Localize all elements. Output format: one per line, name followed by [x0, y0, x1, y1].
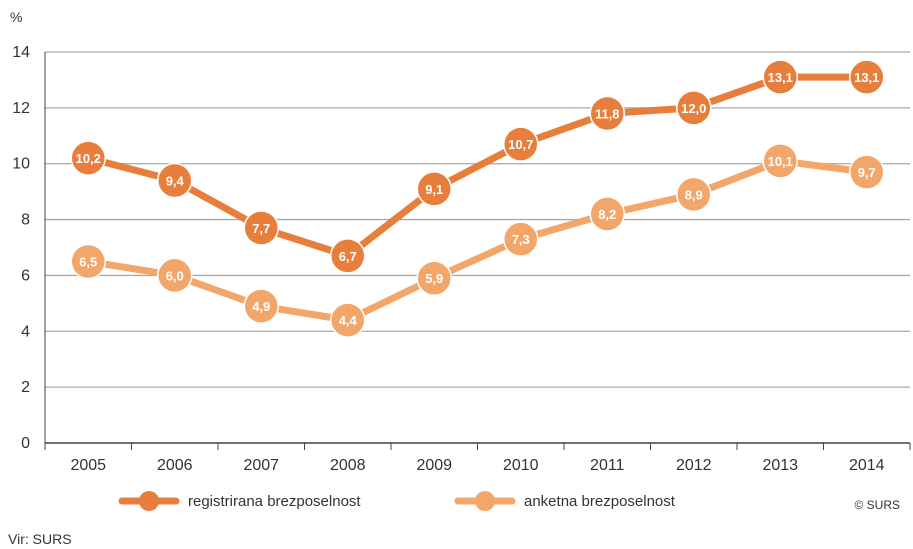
y-tick-label: 0	[21, 435, 30, 452]
legend: registrirana brezposelnost anketna brezpo…	[118, 491, 676, 511]
data-label: 9,1	[425, 182, 443, 197]
x-tick-label: 2008	[330, 457, 366, 474]
data-label: 12,0	[681, 101, 706, 116]
data-label: 9,7	[858, 165, 876, 180]
data-point	[416, 171, 452, 207]
data-label: 10,7	[508, 137, 533, 152]
data-point	[676, 90, 712, 126]
data-point	[849, 154, 885, 190]
x-axis: 2005 2006 2007 2008 2009 2010 2011 2012 2013 2014	[44, 443, 911, 474]
x-tick-label: 2011	[590, 457, 625, 474]
data-point	[157, 257, 193, 294]
data-point	[330, 238, 366, 274]
data-point	[849, 59, 885, 95]
data-label: 6,7	[339, 249, 357, 264]
data-label: 13,1	[854, 70, 879, 85]
data-point	[330, 302, 366, 338]
data-label: 10,2	[76, 151, 101, 166]
x-tick-label: 2007	[243, 457, 279, 474]
data-point	[503, 221, 539, 257]
data-label: 10,1	[768, 154, 793, 169]
data-label: 8,2	[598, 207, 616, 222]
x-tick-label: 2010	[503, 457, 539, 474]
data-point	[589, 95, 625, 132]
x-tick-label: 2005	[70, 457, 106, 474]
series-1: 6,5 6,0 4,9 4,4 5,9 7,3 8,2 8,9 10,1 9,7	[70, 143, 885, 338]
data-point	[416, 260, 452, 296]
legend-label: registrirana brezposelnost	[188, 493, 361, 510]
y-tick-label: 12	[12, 100, 30, 117]
data-label: 6,0	[166, 268, 184, 283]
legend-label: anketna brezposelnost	[524, 493, 676, 510]
series-0: 10,2 9,4 7,7 6,7 9,1 10,7 11,8 12,0 13,1 13,1	[70, 59, 885, 274]
data-label: 9,4	[166, 173, 185, 188]
source-text: Vir: SURS	[8, 531, 72, 547]
data-point	[243, 210, 279, 246]
x-tick-label: 2009	[416, 457, 452, 474]
data-label: 4,4	[339, 313, 358, 328]
data-label: 5,9	[425, 271, 443, 286]
legend-marker	[475, 491, 495, 511]
data-point	[589, 196, 625, 232]
y-tick-label: 2	[21, 379, 30, 396]
data-point	[243, 288, 279, 324]
copyright-text: © SURS	[854, 498, 900, 512]
y-axis-unit-label: %	[10, 9, 22, 25]
data-point	[762, 59, 798, 95]
data-label: 6,5	[79, 254, 97, 269]
data-point	[70, 140, 106, 176]
data-label: 7,3	[512, 232, 530, 247]
series-line	[84, 157, 871, 324]
data-point	[70, 243, 106, 280]
y-tick-label: 4	[21, 323, 30, 340]
x-tick-label: 2006	[157, 457, 193, 474]
data-point	[157, 162, 193, 199]
y-axis: % 0 2 4 6 8 10 12 14	[10, 9, 46, 452]
y-tick-label: 10	[12, 156, 30, 173]
legend-marker	[139, 491, 159, 511]
x-tick-label: 2012	[676, 457, 712, 474]
y-tick-label: 6	[21, 267, 30, 284]
series-line	[84, 73, 871, 260]
y-tick-label: 14	[12, 44, 30, 61]
data-point	[676, 176, 712, 213]
y-tick-label: 8	[21, 212, 30, 229]
x-tick-label: 2013	[762, 457, 798, 474]
data-label: 7,7	[252, 221, 270, 236]
legend-item-1: anketna brezposelnost	[454, 491, 676, 511]
legend-item-0: registrirana brezposelnost	[118, 491, 361, 511]
data-label: 13,1	[768, 70, 793, 85]
data-point	[503, 126, 539, 162]
gridlines	[45, 51, 910, 444]
data-label: 4,9	[252, 299, 270, 314]
series-group: 10,29,47,76,79,110,711,8 12,013,1 13,16,56…	[70, 59, 885, 338]
data-label: 8,9	[685, 187, 703, 202]
x-tick-label: 2014	[849, 457, 885, 474]
data-point	[762, 143, 798, 179]
data-label: 11,8	[595, 106, 620, 121]
